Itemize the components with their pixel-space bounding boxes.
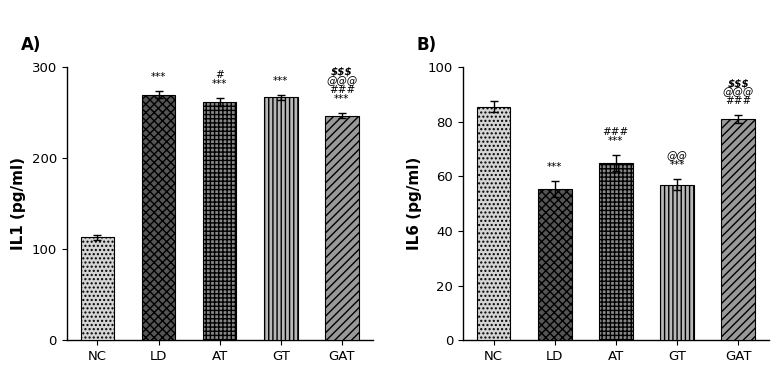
Text: ***: *** bbox=[608, 136, 623, 145]
Y-axis label: IL1 (pg/ml): IL1 (pg/ml) bbox=[11, 157, 26, 250]
Text: @@: @@ bbox=[667, 151, 687, 161]
Text: ###: ### bbox=[725, 96, 751, 106]
Bar bbox=[264, 97, 298, 340]
Bar bbox=[722, 119, 755, 340]
Bar bbox=[142, 95, 176, 340]
Text: ***: *** bbox=[334, 94, 349, 104]
Text: ***: *** bbox=[547, 162, 562, 172]
Bar bbox=[599, 163, 633, 340]
Text: ***: *** bbox=[151, 72, 166, 82]
Bar bbox=[203, 102, 236, 340]
Text: ***: *** bbox=[212, 79, 227, 89]
Bar bbox=[660, 185, 694, 340]
Text: $$$: $$$ bbox=[331, 67, 353, 77]
Y-axis label: IL6 (pg/ml): IL6 (pg/ml) bbox=[407, 157, 422, 250]
Text: A): A) bbox=[21, 36, 41, 54]
Text: ###: ### bbox=[603, 127, 629, 137]
Text: #: # bbox=[215, 70, 224, 80]
Text: @@@: @@@ bbox=[722, 87, 753, 97]
Text: ***: *** bbox=[669, 160, 685, 170]
Bar bbox=[325, 116, 359, 340]
Text: $$$: $$$ bbox=[727, 78, 749, 88]
Bar bbox=[477, 107, 510, 340]
Bar bbox=[538, 189, 572, 340]
Text: B): B) bbox=[417, 36, 437, 54]
Text: ###: ### bbox=[329, 85, 355, 95]
Text: @@@: @@@ bbox=[326, 76, 357, 86]
Bar bbox=[80, 237, 114, 340]
Text: ***: *** bbox=[273, 76, 289, 86]
